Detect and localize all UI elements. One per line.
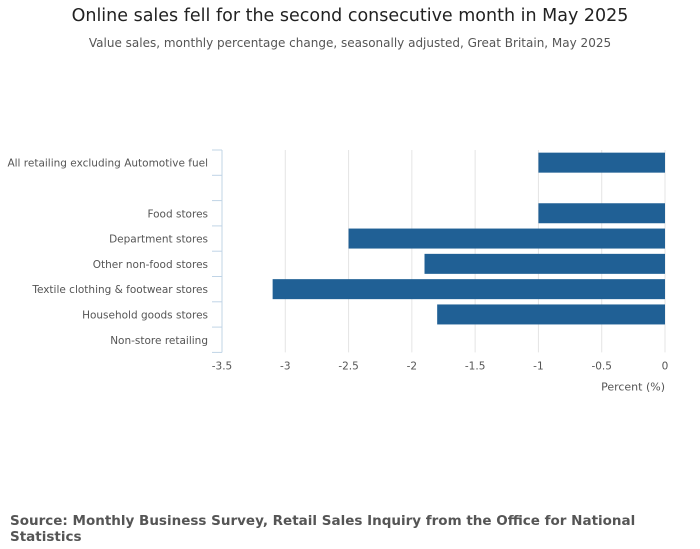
- bar: [424, 253, 665, 274]
- x-tick-label: -1: [533, 360, 543, 372]
- x-tick-label: -1.5: [465, 360, 486, 372]
- chart-title: Online sales fell for the second consecu…: [71, 6, 629, 26]
- category-label: Household goods stores: [82, 309, 208, 321]
- bar: [348, 228, 665, 249]
- category-label: All retailing excluding Automotive fuel: [7, 158, 208, 170]
- x-tick-label: -3.5: [212, 360, 233, 372]
- category-label: Other non-food stores: [93, 259, 208, 271]
- category-label: Department stores: [109, 234, 208, 246]
- x-axis-title: Percent (%): [601, 380, 665, 393]
- bar: [538, 203, 665, 224]
- x-tick-label: -3: [280, 360, 290, 372]
- source-note: Source: Monthly Business Survey, Retail …: [10, 513, 636, 545]
- x-tick-label: -0.5: [591, 360, 612, 372]
- x-tick-label: 0: [662, 360, 669, 372]
- category-label: Non-store retailing: [110, 335, 208, 347]
- bar: [538, 152, 665, 173]
- x-tick-label: -2.5: [338, 360, 359, 372]
- bar: [272, 279, 665, 300]
- category-label: Food stores: [147, 208, 208, 220]
- bar: [437, 304, 665, 325]
- category-label: Textile clothing & footwear stores: [31, 284, 208, 296]
- chart-subtitle: Value sales, monthly percentage change, …: [88, 36, 612, 50]
- x-tick-label: -2: [407, 360, 417, 372]
